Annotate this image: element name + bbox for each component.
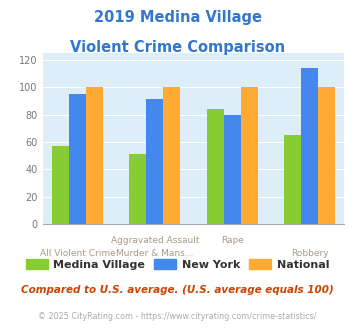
Legend: Medina Village, New York, National: Medina Village, New York, National [21,255,334,274]
Bar [207,109,224,224]
Bar [301,68,318,224]
Text: All Violent Crime: All Violent Crime [39,249,115,258]
Text: © 2025 CityRating.com - https://www.cityrating.com/crime-statistics/: © 2025 CityRating.com - https://www.city… [38,312,317,321]
Bar [284,135,301,224]
Bar [129,154,146,224]
Bar [241,87,258,224]
Bar [52,146,69,224]
Bar [224,115,241,224]
Text: Rape: Rape [221,236,244,245]
Text: Aggravated Assault: Aggravated Assault [110,236,199,245]
Bar [318,87,335,224]
Text: Robbery: Robbery [291,249,328,258]
Bar [146,99,163,224]
Text: Violent Crime Comparison: Violent Crime Comparison [70,40,285,54]
Bar [69,94,86,224]
Text: Murder & Mans...: Murder & Mans... [116,249,193,258]
Text: Compared to U.S. average. (U.S. average equals 100): Compared to U.S. average. (U.S. average … [21,285,334,295]
Text: 2019 Medina Village: 2019 Medina Village [93,10,262,25]
Bar [86,87,103,224]
Bar [163,87,180,224]
